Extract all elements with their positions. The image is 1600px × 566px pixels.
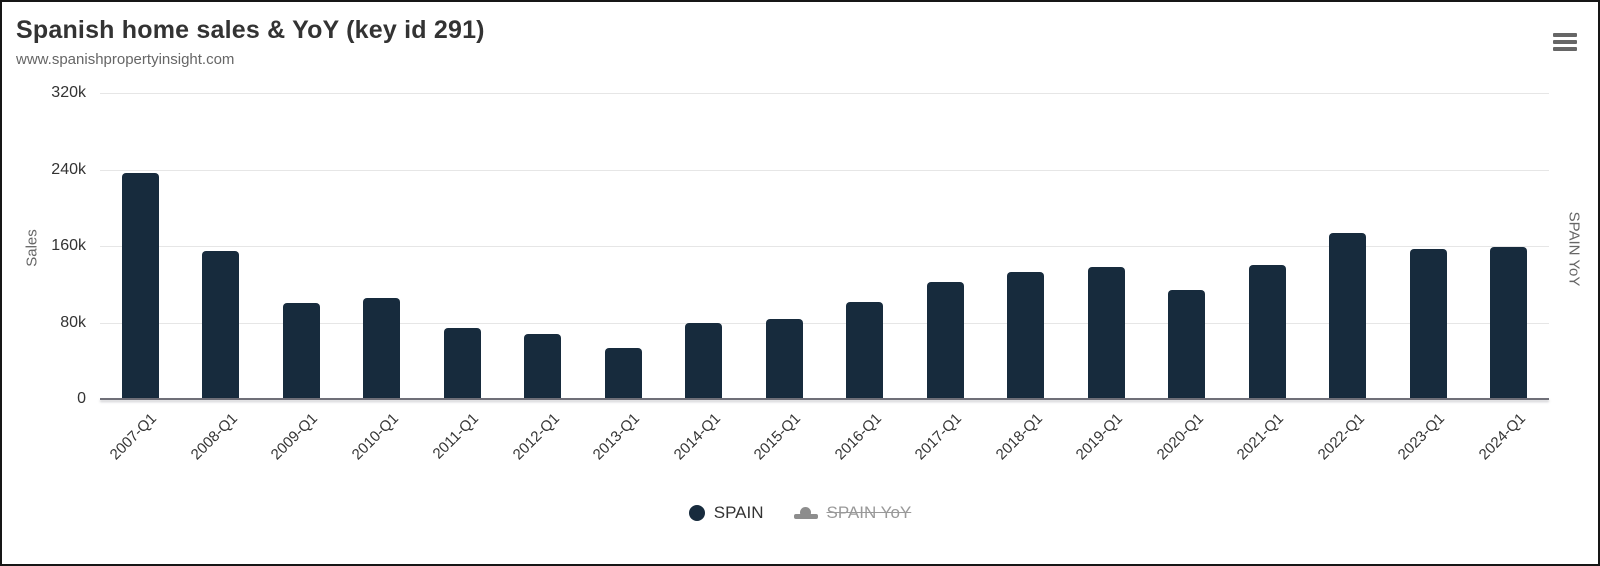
x-tick-label: 2023-Q1 bbox=[1394, 410, 1449, 464]
y-axis-title-right: SPAIN YoY bbox=[1565, 211, 1583, 287]
x-tick-label: 2015-Q1 bbox=[750, 410, 805, 464]
x-tick-label: 2013-Q1 bbox=[589, 410, 644, 464]
x-tick-label: 2008-Q1 bbox=[187, 410, 241, 464]
y-tick-label: 320k bbox=[51, 84, 86, 101]
x-tick-label: 2021-Q1 bbox=[1233, 410, 1288, 464]
legend-item-spain-yoy[interactable]: SPAIN YoY bbox=[793, 503, 912, 523]
bar-2020-Q1[interactable] bbox=[1168, 290, 1206, 399]
x-tick-label: 2012-Q1 bbox=[509, 410, 563, 464]
x-tick-label: 2016-Q1 bbox=[831, 410, 885, 464]
hamburger-menu-icon[interactable] bbox=[1550, 28, 1580, 56]
x-tick-label: 2018-Q1 bbox=[992, 410, 1046, 464]
bar-2024-Q1[interactable] bbox=[1490, 246, 1528, 399]
x-axis-line bbox=[100, 398, 1549, 400]
series-marker-circle-icon bbox=[688, 505, 705, 521]
gridline bbox=[100, 322, 1549, 324]
y-tick-label: 240k bbox=[51, 160, 86, 178]
x-tick-label: 2017-Q1 bbox=[911, 410, 966, 464]
plot-area bbox=[100, 93, 1549, 400]
x-tick-label: 2009-Q1 bbox=[267, 410, 322, 464]
bar-2012-Q1[interactable] bbox=[524, 333, 562, 399]
legend-label-spain-yoy: SPAIN YoY bbox=[826, 503, 912, 522]
legend-item-spain[interactable]: SPAIN bbox=[688, 503, 764, 523]
bar-2007-Q1[interactable] bbox=[121, 173, 159, 399]
bar-2018-Q1[interactable] bbox=[1007, 271, 1045, 399]
bar-2011-Q1[interactable] bbox=[443, 328, 481, 399]
menu-bar bbox=[1553, 33, 1577, 37]
x-tick-label: 2019-Q1 bbox=[1072, 410, 1127, 464]
x-tick-label: 2007-Q1 bbox=[106, 410, 161, 464]
menu-bar bbox=[1553, 40, 1577, 44]
x-tick-label: 2024-Q1 bbox=[1475, 410, 1529, 464]
bar-2009-Q1[interactable] bbox=[282, 303, 320, 399]
legend-label-spain: SPAIN bbox=[713, 503, 764, 522]
x-tick-label: 2022-Q1 bbox=[1314, 410, 1368, 464]
x-tick-label: 2010-Q1 bbox=[348, 410, 402, 464]
legend: SPAIN SPAIN YoY bbox=[2, 503, 1598, 523]
bar-2014-Q1[interactable] bbox=[685, 322, 723, 399]
y-tick-label: 160k bbox=[51, 237, 86, 254]
bar-2017-Q1[interactable] bbox=[926, 282, 964, 399]
bar-2013-Q1[interactable] bbox=[604, 348, 642, 399]
bar-2023-Q1[interactable] bbox=[1409, 248, 1447, 399]
bar-2021-Q1[interactable] bbox=[1248, 265, 1286, 399]
bar-2019-Q1[interactable] bbox=[1087, 267, 1125, 399]
gridline bbox=[100, 169, 1549, 171]
gridline bbox=[100, 246, 1549, 247]
chart-subtitle: www.spanishpropertyinsight.com bbox=[16, 51, 235, 68]
bar-2016-Q1[interactable] bbox=[846, 302, 884, 399]
bar-2015-Q1[interactable] bbox=[765, 318, 803, 399]
x-tick-label: 2014-Q1 bbox=[670, 410, 724, 464]
page-title: Spanish home sales & YoY (key id 291) bbox=[16, 16, 485, 44]
x-tick-label: 2020-Q1 bbox=[1153, 410, 1207, 464]
y-tick-label: 0 bbox=[77, 390, 86, 407]
y-tick-label: 80k bbox=[60, 313, 86, 331]
bar-2010-Q1[interactable] bbox=[363, 297, 401, 399]
marker-bump bbox=[799, 507, 811, 518]
bar-2008-Q1[interactable] bbox=[202, 250, 240, 399]
x-tick-label: 2011-Q1 bbox=[429, 410, 483, 463]
menu-bar bbox=[1553, 47, 1577, 51]
marker-line bbox=[793, 514, 818, 519]
bar-2022-Q1[interactable] bbox=[1329, 232, 1367, 399]
gridline bbox=[100, 93, 1549, 94]
series-marker-line-icon bbox=[793, 506, 818, 520]
